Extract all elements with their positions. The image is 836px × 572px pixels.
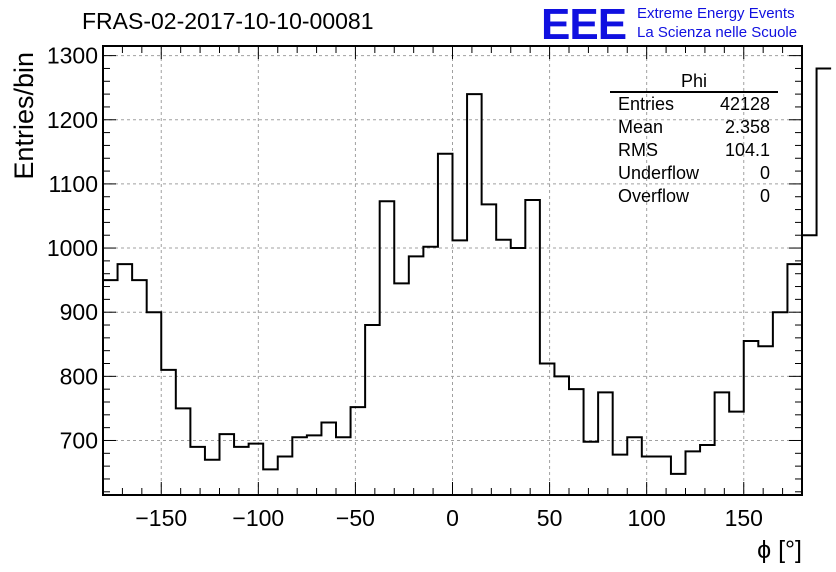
x-axis-label: ϕ [°] bbox=[757, 536, 802, 564]
stats-label: RMS bbox=[618, 140, 658, 160]
stats-label: Underflow bbox=[618, 163, 700, 183]
y-tick-label: 1000 bbox=[47, 235, 98, 261]
stats-label: Overflow bbox=[618, 186, 690, 206]
stats-value: 0 bbox=[760, 186, 770, 206]
x-tick-label: 100 bbox=[627, 505, 665, 531]
histogram-line bbox=[103, 67, 832, 475]
x-tick-label: 0 bbox=[446, 505, 459, 531]
tick-labels: −150 −100 −50 0 50 100 150 700 800 900 1000 1100 120… bbox=[47, 43, 763, 531]
y-tick-label: 1300 bbox=[47, 43, 98, 69]
histogram-series bbox=[103, 67, 832, 475]
stats-label: Mean bbox=[618, 117, 663, 137]
x-tick-label: 150 bbox=[725, 505, 763, 531]
stats-value: 42128 bbox=[720, 94, 770, 114]
eee-logo: EEE bbox=[541, 0, 627, 49]
y-tick-label: 1200 bbox=[47, 107, 98, 133]
grid-lines bbox=[103, 46, 802, 495]
y-tick-label: 1100 bbox=[49, 171, 98, 197]
stats-value: 0 bbox=[760, 163, 770, 183]
x-tick-label: −100 bbox=[232, 505, 284, 531]
axis-ticks bbox=[102, 46, 803, 495]
stats-box-name: Phi bbox=[681, 71, 707, 91]
x-tick-label: 50 bbox=[537, 505, 563, 531]
x-tick-label: −150 bbox=[135, 505, 187, 531]
stats-value: 2.358 bbox=[725, 117, 770, 137]
stats-box: Phi Entries 42128 Mean 2.358 RMS 104.1 Underfl… bbox=[610, 71, 778, 206]
y-tick-label: 800 bbox=[60, 363, 98, 389]
chart-title: FRAS-02-2017-10-10-00081 bbox=[82, 8, 374, 34]
y-axis-label: Entries/bin bbox=[9, 52, 39, 180]
logo-line-1: Extreme Energy Events bbox=[637, 5, 795, 22]
y-tick-label: 700 bbox=[60, 427, 98, 453]
logo-line-2: La Scienza nelle Scuole bbox=[637, 24, 798, 41]
stats-value: 104.1 bbox=[725, 140, 770, 160]
logo-caption: Extreme Energy Events La Scienza nelle S… bbox=[637, 4, 797, 42]
stats-label: Entries bbox=[618, 94, 674, 114]
y-tick-label: 900 bbox=[60, 299, 98, 325]
x-tick-label: −50 bbox=[336, 505, 375, 531]
